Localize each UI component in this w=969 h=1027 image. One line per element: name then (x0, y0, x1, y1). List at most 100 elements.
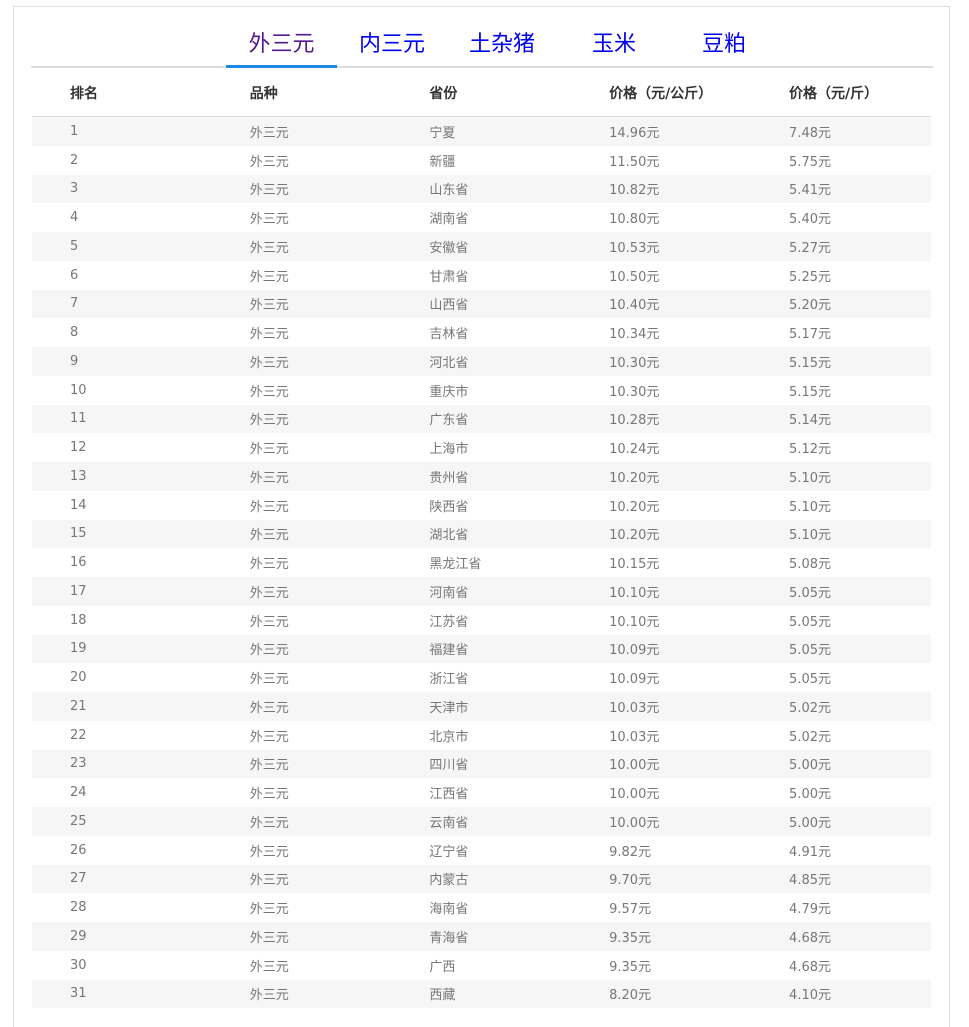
cell-rank: 12 (70, 440, 87, 456)
header-price-kg: 价格（元/公斤） (571, 70, 752, 117)
cell-rank: 31 (70, 986, 87, 1002)
cell-price-kg: 9.70元 (609, 873, 652, 889)
table-row: 31 外三元 西藏 8.20元 4.10元 (32, 979, 931, 1009)
cell-province: 河南省 (429, 585, 469, 601)
table-header: 排名 品种 省份 价格（元/公斤） 价格（元/斤） (32, 70, 931, 117)
tab-nei-san-yuan[interactable]: 内三元 (358, 32, 425, 57)
tab-dou-po[interactable]: 豆粕 (701, 32, 746, 57)
cell-rank: 1 (70, 123, 79, 139)
cell-breed: 外三元 (249, 959, 289, 975)
table-row: 10 外三元 重庆市 10.30元 5.15元 (32, 376, 931, 405)
cell-price-jin: 4.85元 (789, 873, 831, 889)
cell-rank: 18 (70, 612, 87, 628)
cell-breed: 外三元 (249, 470, 289, 486)
cell-rank: 24 (70, 785, 87, 801)
tab-wai-san-yuan[interactable]: 外三元 (226, 24, 337, 68)
cell-rank: 27 (70, 871, 87, 887)
cell-province: 黑龙江省 (429, 557, 482, 573)
header-breed: 品种 (211, 70, 392, 117)
cell-breed: 外三元 (249, 240, 289, 256)
cell-price-kg: 10.50元 (609, 269, 660, 285)
cell-price-kg: 10.15元 (609, 557, 660, 573)
cell-breed: 外三元 (249, 413, 289, 429)
cell-price-kg: 10.00元 (609, 815, 660, 831)
cell-province: 贵州省 (429, 470, 469, 486)
cell-price-jin: 5.05元 (789, 585, 831, 601)
cell-breed: 外三元 (249, 298, 289, 314)
tab-tu-za-zhu[interactable]: 土杂猪 (468, 32, 535, 57)
header-province: 省份 (391, 70, 572, 117)
cell-price-jin: 5.12元 (789, 442, 831, 458)
cell-rank: 14 (70, 497, 87, 513)
cell-province: 河北省 (429, 355, 469, 371)
cell-rank: 21 (70, 698, 87, 714)
cell-province: 宁夏 (429, 125, 456, 141)
cell-province: 西藏 (429, 988, 456, 1004)
cell-price-kg: 10.82元 (609, 183, 660, 199)
table-row: 12 外三元 上海市 10.24元 5.12元 (32, 433, 931, 462)
cell-price-kg: 10.24元 (609, 442, 660, 458)
cell-price-jin: 5.10元 (789, 499, 831, 515)
cell-breed: 外三元 (249, 183, 289, 199)
table-row: 7 外三元 山西省 10.40元 5.20元 (32, 289, 931, 319)
cell-breed: 外三元 (249, 212, 289, 228)
cell-price-jin: 5.00元 (789, 787, 831, 803)
cell-price-kg: 10.09元 (609, 643, 660, 659)
cell-rank: 15 (70, 526, 87, 542)
cell-price-jin: 5.75元 (789, 154, 831, 170)
cell-breed: 外三元 (249, 787, 289, 803)
cell-price-kg: 10.00元 (609, 758, 660, 774)
cell-price-kg: 10.03元 (609, 729, 660, 745)
cell-price-jin: 5.02元 (789, 700, 831, 716)
cell-price-jin: 5.10元 (789, 470, 831, 486)
cell-price-kg: 10.30元 (609, 384, 660, 400)
cell-rank: 22 (70, 727, 87, 743)
table-row: 26 外三元 辽宁省 9.82元 4.91元 (32, 836, 931, 865)
cell-breed: 外三元 (249, 988, 289, 1004)
cell-province: 辽宁省 (429, 844, 469, 860)
cell-rank: 2 (70, 152, 79, 168)
tab-yu-mi[interactable]: 玉米 (591, 32, 636, 57)
table-row: 27 外三元 内蒙古 9.70元 4.85元 (32, 864, 931, 894)
cell-price-jin: 5.00元 (789, 815, 831, 831)
cell-price-kg: 10.53元 (609, 240, 660, 256)
cell-breed: 外三元 (249, 125, 289, 141)
table-row: 2 外三元 新疆 11.50元 5.75元 (32, 146, 931, 175)
cell-price-kg: 10.03元 (609, 700, 660, 716)
cell-breed: 外三元 (249, 499, 289, 515)
cell-breed: 外三元 (249, 557, 289, 573)
cell-price-jin: 4.91元 (789, 844, 831, 860)
cell-province: 广东省 (429, 413, 469, 429)
cell-breed: 外三元 (249, 528, 289, 544)
table-row: 11 外三元 广东省 10.28元 5.14元 (32, 404, 931, 434)
cell-province: 湖南省 (429, 212, 469, 228)
table-row: 18 外三元 江苏省 10.10元 5.05元 (32, 606, 931, 635)
table-row: 3 外三元 山东省 10.82元 5.41元 (32, 174, 931, 204)
cell-province: 广西 (429, 959, 456, 975)
header-price-jin: 价格（元/斤） (751, 70, 931, 117)
table-row: 9 外三元 河北省 10.30元 5.15元 (32, 347, 931, 376)
cell-breed: 外三元 (249, 844, 289, 860)
cell-price-kg: 9.35元 (609, 930, 652, 946)
cell-breed: 外三元 (249, 355, 289, 371)
table-row: 17 外三元 河南省 10.10元 5.05元 (32, 577, 931, 606)
cell-price-kg: 9.57元 (609, 902, 652, 918)
cell-province: 山东省 (429, 183, 469, 199)
cell-rank: 8 (70, 325, 79, 341)
content-panel (13, 6, 950, 1027)
tab-bar: 外三元 内三元 土杂猪 玉米 豆粕 (31, 24, 933, 68)
cell-rank: 17 (70, 583, 87, 599)
cell-province: 上海市 (429, 442, 469, 458)
cell-rank: 7 (70, 296, 79, 312)
cell-price-jin: 5.05元 (789, 643, 831, 659)
cell-price-jin: 5.40元 (789, 212, 831, 228)
cell-breed: 外三元 (249, 614, 289, 630)
cell-price-jin: 4.68元 (789, 930, 831, 946)
cell-price-kg: 10.20元 (609, 499, 660, 515)
table-row: 1 外三元 宁夏 14.96元 7.48元 (32, 116, 931, 146)
cell-price-jin: 7.48元 (789, 125, 831, 141)
cell-price-kg: 10.30元 (609, 355, 660, 371)
cell-rank: 29 (70, 928, 87, 944)
cell-rank: 25 (70, 813, 87, 829)
cell-price-jin: 5.14元 (789, 413, 831, 429)
